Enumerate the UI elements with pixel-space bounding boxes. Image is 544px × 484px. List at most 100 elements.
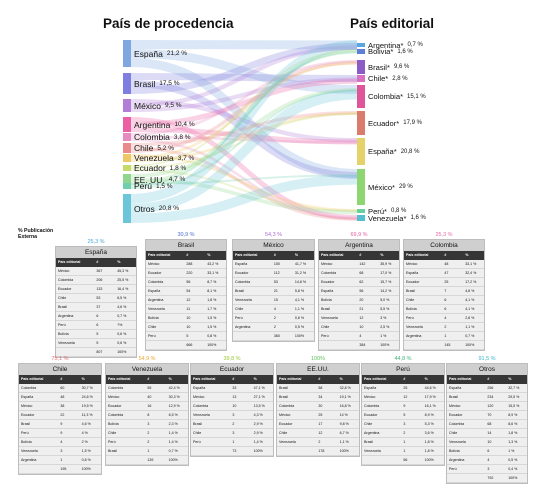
column-header: # (359, 253, 362, 257)
table-cell: 3 (232, 413, 235, 417)
table-row: Venezuela 10 1,3 % (447, 438, 527, 447)
table-cell: Perú (148, 334, 156, 338)
source-percent: 4,7 % (168, 176, 186, 183)
table-cell: 9 (60, 422, 63, 426)
source-name: Brasil (134, 78, 156, 89)
table-2: 54,3 % México País editorial #% España 150 41,… (232, 231, 315, 342)
table-cell: Chile (58, 296, 67, 300)
column-header: % (508, 377, 512, 381)
table-row: España 48 24,6 % (19, 393, 101, 402)
source-node-8: EE. UU. 4,7 % (123, 174, 185, 185)
table-cell: 2 (273, 325, 276, 329)
table-cell: 48 (444, 262, 449, 266)
table-cell: 139 (147, 458, 154, 462)
table-cell: 12 (403, 395, 408, 399)
column-header: # (96, 260, 99, 264)
destination-name: Bolivia* (368, 47, 394, 56)
table-cell: 3 (403, 422, 406, 426)
source-name: Colombia (134, 132, 170, 142)
table-cell: 56 (186, 280, 191, 284)
flow-ribbon (130, 58, 358, 178)
table-cell: 120 (487, 404, 494, 408)
table-cell: Perú (58, 323, 66, 327)
column-header: % (339, 377, 343, 381)
table-row: Brasil 234 29,5 % (447, 393, 527, 402)
table-cell: Chile (321, 325, 330, 329)
table-row: Brasil 1 1,8 % (362, 438, 444, 447)
table-cell: 7 (444, 289, 447, 293)
table-cell: Chile (406, 298, 415, 302)
table-row: Ecuador 70 8,9 % (447, 411, 527, 420)
table-cell: 6 (444, 307, 447, 311)
table-cell: Chile (108, 431, 117, 435)
source-name: Chile (134, 143, 154, 153)
table-external-percent: 69,9 % (350, 232, 368, 238)
table-row: Chile 6 4,1 % (404, 296, 484, 305)
table-cell: 1,7 % (207, 307, 217, 311)
table-cell: 41,7 % (294, 262, 307, 266)
table-row: Colombia 56 8,7 % (146, 278, 226, 287)
table-cell: México (21, 404, 33, 408)
table-cell: 0,6 % (117, 332, 127, 336)
table-cell: 20 (359, 298, 364, 302)
column-header: # (403, 377, 406, 381)
table-cell: 1,5 % (81, 449, 91, 453)
table-body: Ecuador País editorial #% España 33 47,1 % Méx… (190, 363, 274, 457)
table-cell: Bolivia (58, 332, 69, 336)
table-row: Colombia 30 16,8 % (277, 402, 359, 411)
table-cell: 27,1 % (253, 395, 265, 399)
flow-ribbon (130, 40, 358, 50)
table-row: 666 100% (146, 341, 226, 350)
destination-header: País editorial (350, 16, 435, 31)
table-external-percent: 91,5 % (478, 356, 496, 362)
table-cell: 150 (273, 262, 280, 266)
table-row: Ecuador 16 12,9 % (106, 402, 188, 411)
source-node-0: España 21,2 % (123, 40, 187, 67)
table-cell (106, 456, 145, 464)
column-header: % (380, 253, 384, 257)
table-cell: 54 (186, 289, 191, 293)
table-cell: 100% (117, 350, 127, 354)
table-cell: Venezuela (279, 440, 296, 444)
table-cell: Colombia (148, 280, 164, 284)
source-percent: 3,7 % (177, 154, 195, 162)
table-cell: Venezuela (235, 298, 252, 302)
table-cell: 112 (273, 271, 280, 275)
table-row: 195 100% (19, 465, 101, 474)
table-cell: 47 (444, 271, 449, 275)
table-row: España 56 14,2 % (319, 287, 399, 296)
table-cell: 3 (60, 449, 63, 453)
destination-node-1: Bolivia* 1,6 % (357, 47, 413, 56)
table-cell: 100% (465, 343, 475, 347)
table-cell: 2 (147, 440, 150, 444)
table-cell: Argentina (235, 325, 251, 329)
flow-ribbon (130, 89, 358, 214)
destination-percent: 29 % (399, 184, 413, 190)
table-cell: España (235, 262, 248, 266)
table-cell: 1 (232, 440, 235, 444)
flow-ribbon (130, 127, 358, 145)
table-header-row: País editorial #% (404, 251, 484, 260)
table-row: Venezuela 15 4,1 % (233, 296, 314, 305)
column-header: % (207, 253, 211, 257)
table-row: Chile 53 6,5 % (56, 294, 136, 303)
table-cell: 1,8 % (508, 431, 518, 435)
table-cell: 1,4 % (168, 440, 178, 444)
table-row: Argentina 4 0,5 % (447, 456, 527, 465)
table-row: México 288 43,2 % (146, 260, 226, 269)
table-header-row: País editorial #% (56, 258, 136, 267)
table-cell: 2 (273, 316, 276, 320)
table-cell: España (449, 386, 462, 390)
table-cell: 42,4 % (168, 386, 180, 390)
flow-ribbon (130, 138, 358, 220)
table-cell: 12 (359, 316, 364, 320)
table-title: Venezuela (106, 364, 188, 375)
table-cell: 17,0 % (380, 271, 392, 275)
column-header: % (424, 377, 428, 381)
table-cell: 8,1 % (207, 289, 217, 293)
table-cell: Colombia (449, 422, 465, 426)
table-cell: 15,5 % (508, 404, 520, 408)
table-cell: 58 (318, 386, 323, 390)
table-cell: 14 (487, 431, 492, 435)
flow-ribbon (130, 99, 358, 143)
